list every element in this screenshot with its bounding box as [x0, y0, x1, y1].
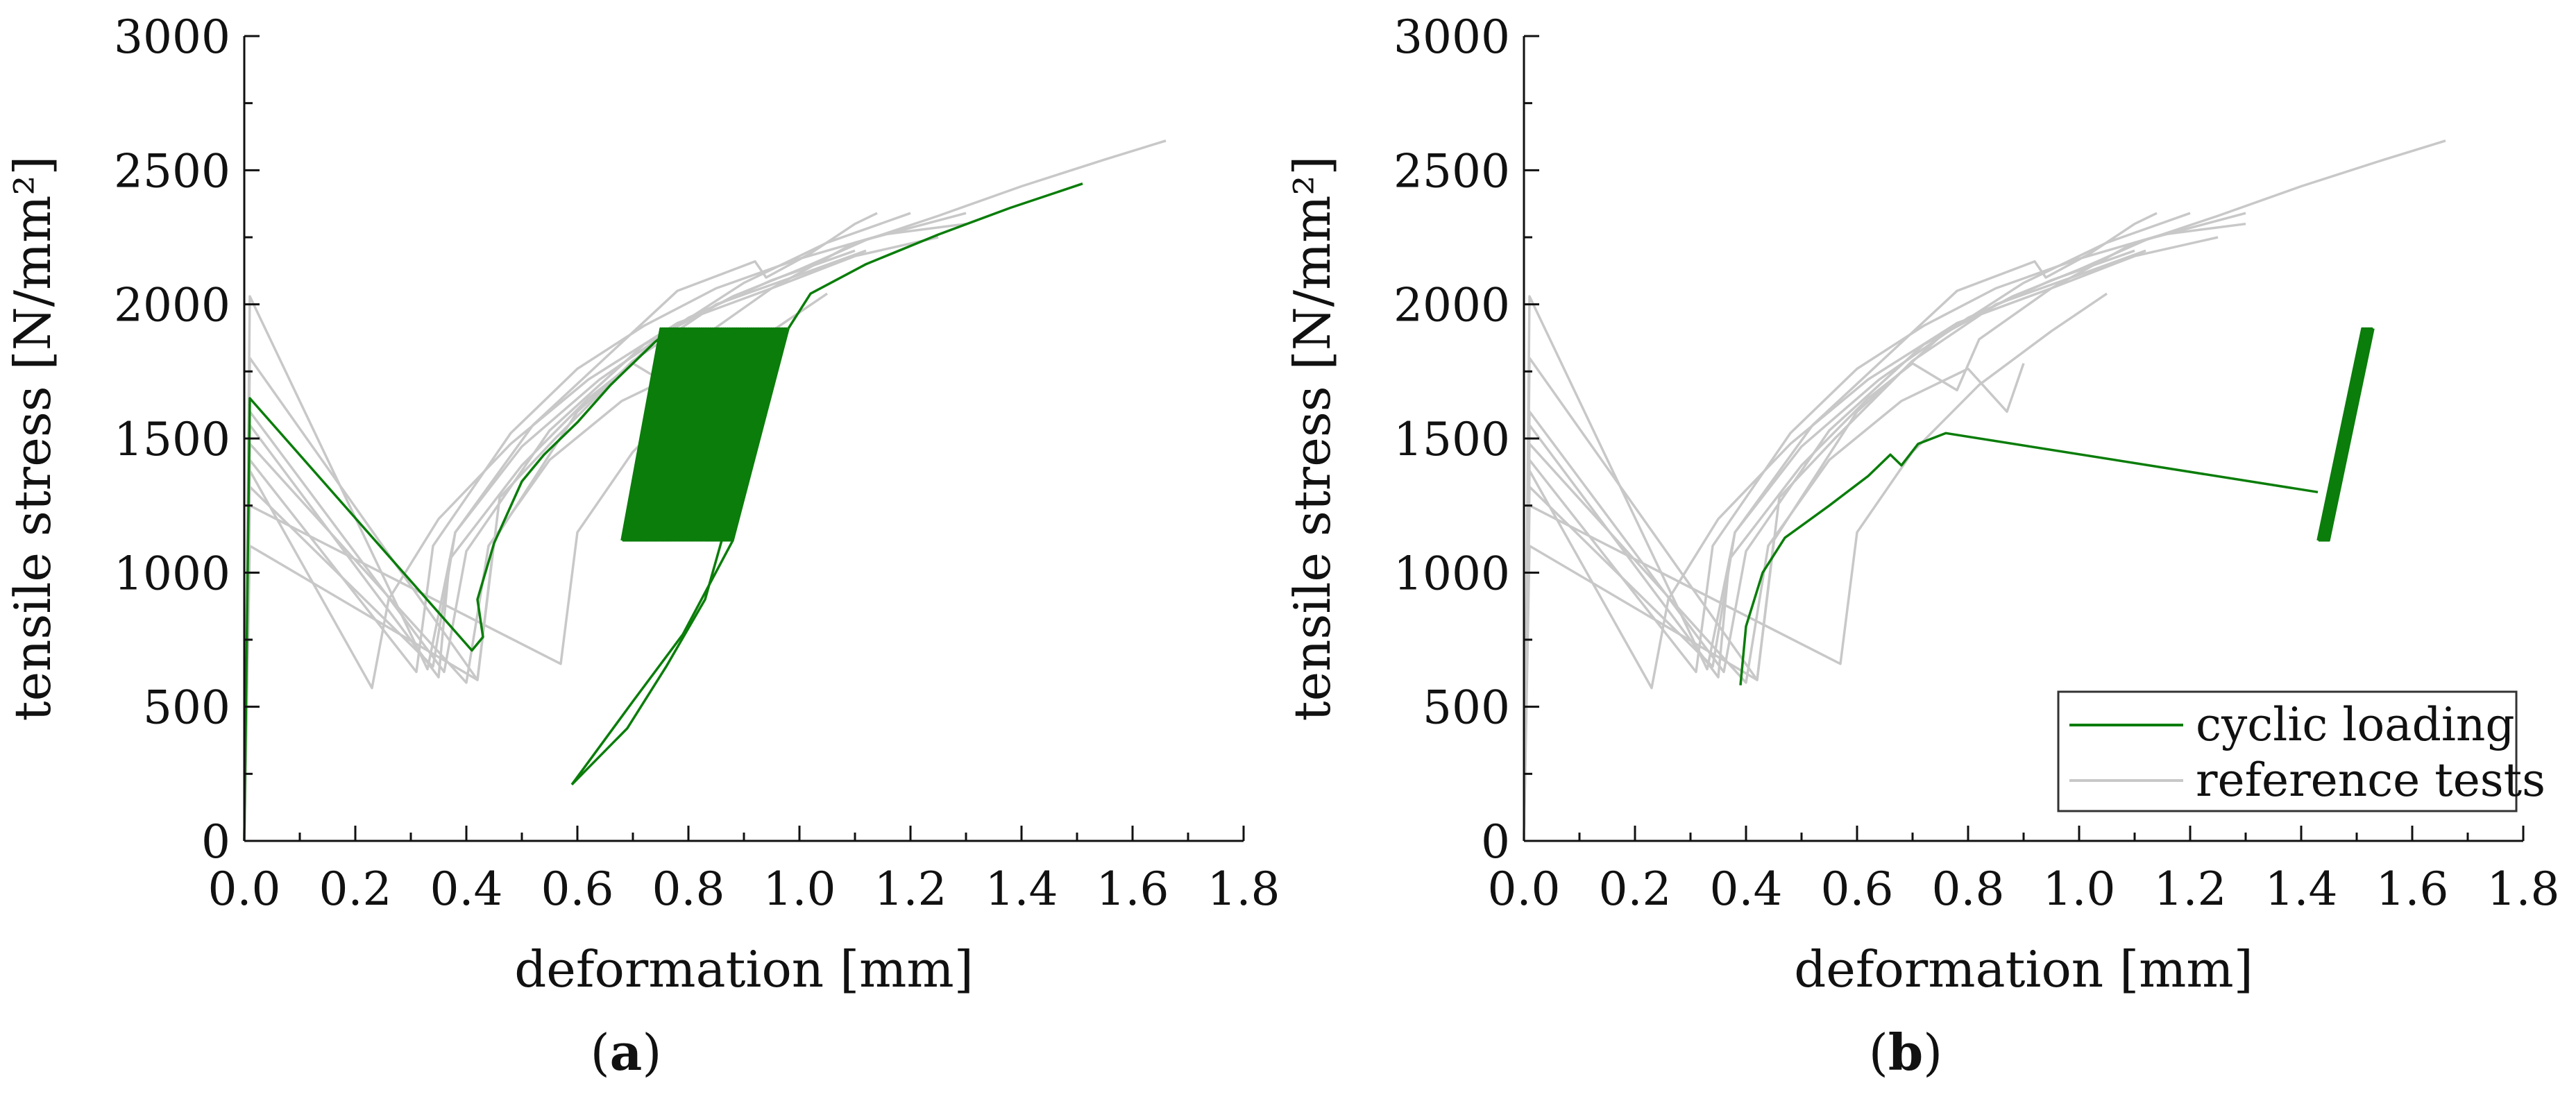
x-tick-label: 1.8 — [1208, 862, 1280, 916]
reference-test-curve — [1523, 249, 2146, 842]
x-ticks-a: 0.0 0.2 0.4 0.6 0.8 1.0 1.2 1.4 1.6 1.8 — [208, 826, 1280, 916]
reference-test-curve — [243, 222, 967, 842]
reference-test-curve — [1523, 363, 2025, 842]
cyclic-loading-curve — [570, 540, 734, 785]
x-tick-label: 1.4 — [2265, 862, 2338, 916]
x-tick-label: 1.0 — [763, 862, 836, 916]
axes-a: 0.0 0.2 0.4 0.6 0.8 1.0 1.2 1.4 1.6 1.8 0 500 1000 1… — [114, 10, 1280, 916]
y-tick-label: 2000 — [114, 279, 230, 332]
cyclic-hysteresis-band — [620, 327, 790, 542]
panel-label-a: (a) — [591, 1023, 662, 1082]
y-tick-label: 2500 — [114, 144, 230, 198]
y-tick-label: 2500 — [1393, 144, 1510, 198]
panel-a: 0.0 0.2 0.4 0.6 0.8 1.0 1.2 1.4 1.6 1.8 0 500 1000 1… — [3, 10, 1280, 1082]
reference-tests-a — [243, 139, 1167, 842]
legend: cyclic loading reference tests — [2057, 690, 2545, 812]
cyclic-hysteresis-band — [2316, 327, 2375, 542]
x-tick-label: 1.6 — [1096, 862, 1169, 916]
reference-tests-b — [1523, 139, 2446, 842]
x-tick-label: 1.2 — [874, 862, 947, 916]
x-tick-label: 0.0 — [208, 862, 281, 916]
cyclic-band-a — [620, 327, 790, 542]
x-tick-label: 1.2 — [2154, 862, 2227, 916]
x-tick-label: 1.8 — [2487, 862, 2560, 916]
x-tick-label: 0.8 — [652, 862, 725, 916]
y-ticks-b: 0 500 1000 1500 2000 2500 3000 — [1393, 10, 1539, 869]
y-tick-label: 500 — [143, 681, 230, 735]
x-tick-label: 0.2 — [1599, 862, 1672, 916]
cyclic-band-b — [2316, 327, 2375, 542]
panel-label-b: (b) — [1869, 1023, 1943, 1082]
x-ticks-b: 0.0 0.2 0.4 0.6 0.8 1.0 1.2 1.4 1.6 1.8 — [1488, 826, 2560, 916]
reference-test-curve — [1523, 212, 2191, 842]
y-tick-label: 3000 — [1393, 10, 1510, 64]
x-axis-title: deformation [mm] — [514, 940, 974, 998]
legend-label-reference: reference tests — [2196, 753, 2545, 807]
x-tick-label: 0.6 — [1821, 862, 1894, 916]
reference-test-curve — [1523, 292, 2108, 842]
reference-test-curve — [243, 212, 911, 842]
axes-b: 0.0 0.2 0.4 0.6 0.8 1.0 1.2 1.4 1.6 1.8 0 500 1000 1… — [1393, 10, 2559, 916]
y-tick-label: 1500 — [1393, 413, 1510, 466]
reference-test-curve — [243, 236, 939, 842]
reference-test-curve — [243, 249, 867, 842]
y-tick-label: 3000 — [114, 10, 230, 64]
reference-test-curve — [1523, 139, 2446, 842]
plot-area-a — [243, 139, 1167, 842]
legend-label-cyclic: cyclic loading — [2196, 698, 2515, 751]
y-tick-label: 1000 — [114, 547, 230, 600]
reference-test-curve — [1523, 222, 2246, 842]
reference-test-curve — [243, 249, 856, 842]
y-tick-label: 1000 — [1393, 547, 1510, 600]
cyclic-loading-a — [243, 182, 1083, 842]
reference-test-curve — [243, 212, 878, 842]
x-tick-label: 1.6 — [2376, 862, 2449, 916]
cyclic-loading-b — [1739, 432, 2319, 685]
reference-test-curve — [243, 212, 967, 842]
y-tick-label: 1500 — [114, 413, 230, 466]
reference-test-curve — [243, 139, 1167, 842]
x-tick-label: 0.6 — [541, 862, 614, 916]
cyclic-loading-curve — [570, 540, 723, 786]
y-axis-title: tensile stress [N/mm²] — [3, 156, 62, 722]
x-tick-label: 1.4 — [985, 862, 1058, 916]
x-tick-label: 0.0 — [1488, 862, 1561, 916]
cyclic-loading-curve — [787, 182, 1083, 330]
reference-test-curve — [1523, 236, 2219, 842]
cyclic-loading-curve — [243, 327, 673, 842]
panel-b: 0.0 0.2 0.4 0.6 0.8 1.0 1.2 1.4 1.6 1.8 0 500 1000 1… — [1283, 10, 2559, 1082]
y-tick-label: 2000 — [1393, 279, 1510, 332]
y-tick-label: 0 — [201, 815, 230, 869]
cyclic-loading-curve — [1739, 432, 2319, 685]
x-axis-title: deformation [mm] — [1794, 940, 2253, 998]
y-tick-label: 0 — [1481, 815, 1510, 869]
legend-box — [2057, 690, 2518, 812]
plot-area-b — [1523, 139, 2446, 842]
x-tick-label: 0.4 — [1710, 862, 1783, 916]
x-tick-label: 0.8 — [1932, 862, 2005, 916]
x-tick-label: 0.4 — [430, 862, 503, 916]
y-tick-label: 500 — [1423, 681, 1510, 735]
reference-test-curve — [1523, 249, 2135, 842]
y-ticks-a: 0 500 1000 1500 2000 2500 3000 — [114, 10, 260, 869]
y-axis-title: tensile stress [N/mm²] — [1283, 156, 1341, 722]
x-tick-label: 0.2 — [319, 862, 392, 916]
x-tick-label: 1.0 — [2043, 862, 2116, 916]
